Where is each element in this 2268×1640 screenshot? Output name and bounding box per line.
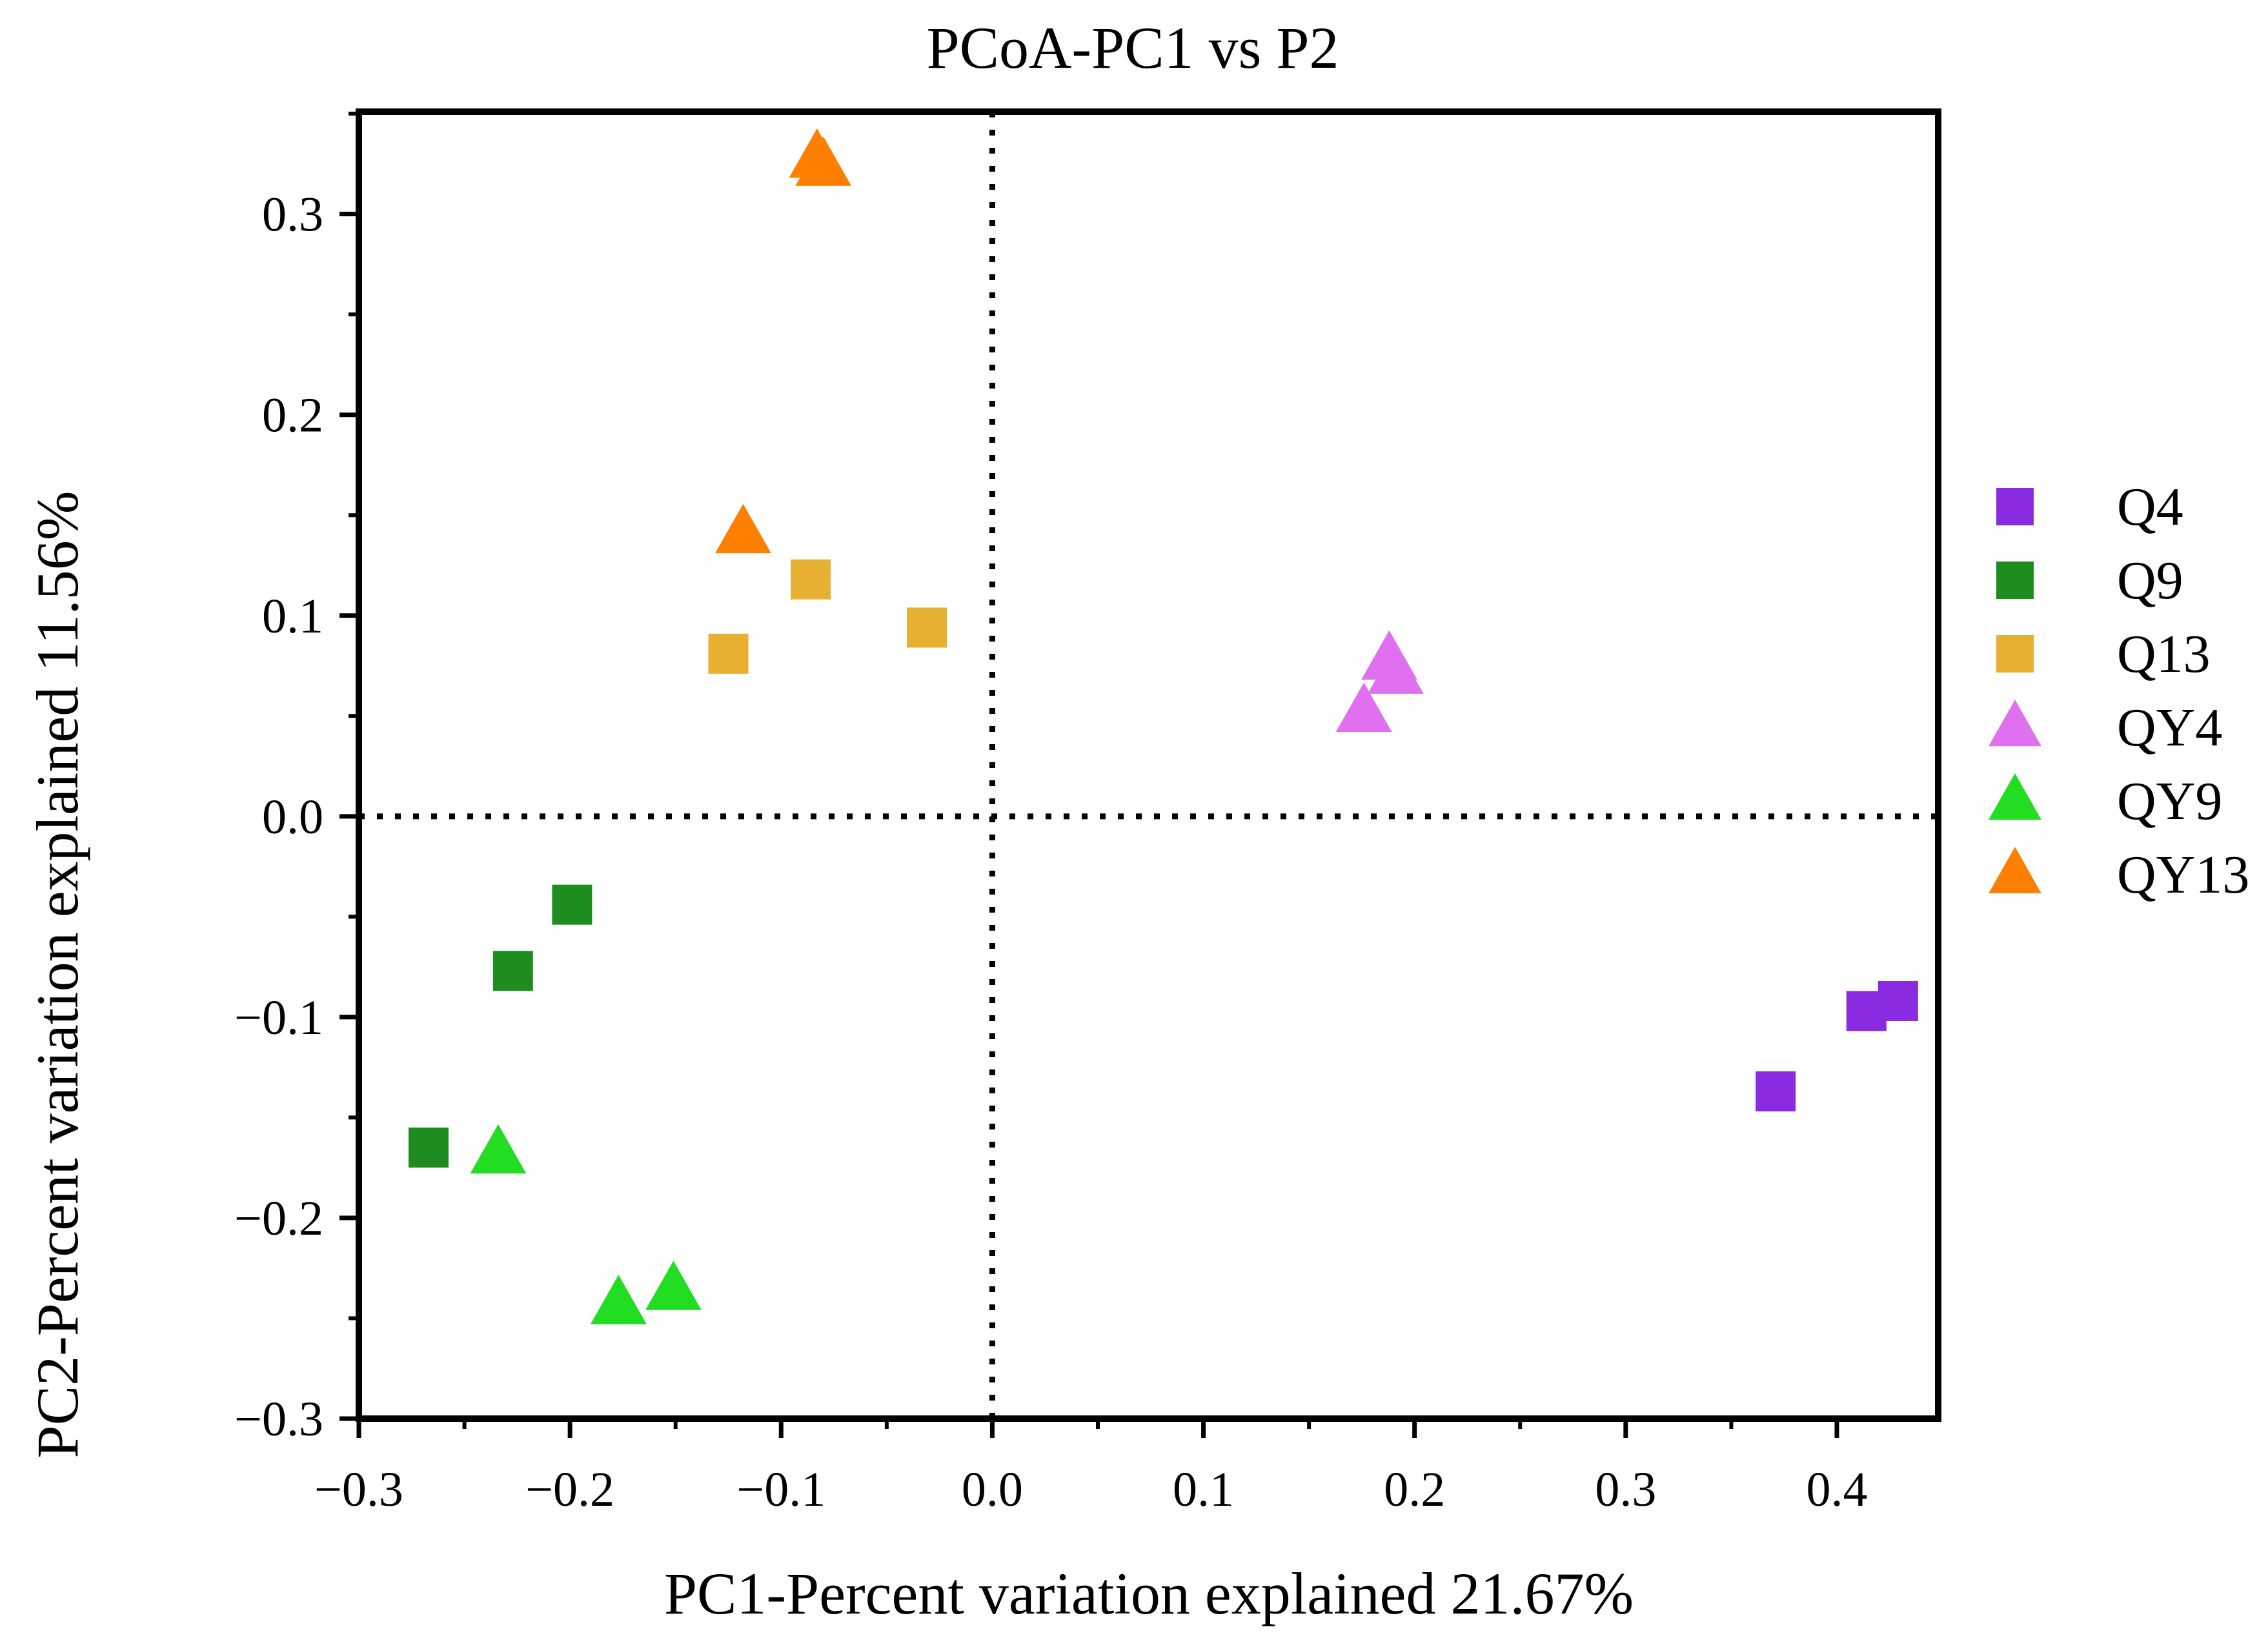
data-point-q4 (1756, 1071, 1796, 1111)
y-tick-label: 0.0 (262, 790, 323, 844)
x-tick-label: −0.2 (525, 1463, 614, 1517)
legend-label: QY9 (2117, 771, 2222, 831)
data-point-qy4 (1335, 682, 1392, 732)
data-point-q13 (791, 559, 831, 600)
legend-marker-qy4 (1989, 700, 2041, 747)
legend-label: Q9 (2117, 551, 2183, 611)
legend-marker-qy9 (1989, 773, 2041, 820)
x-tick-label: −0.3 (314, 1463, 403, 1517)
legend-label: QY13 (2117, 845, 2249, 905)
plot-frame (356, 108, 1941, 1422)
x-tick-label: 0.4 (1806, 1463, 1867, 1517)
data-point-qy9 (590, 1275, 647, 1324)
legend-marker-q4 (1996, 488, 2034, 525)
legend-marker-q9 (1996, 562, 2034, 599)
data-point-q13 (907, 607, 947, 648)
x-axis-label: PC1-Percent variation explained 21.67% (664, 1561, 1634, 1626)
y-axis-label: PC2-Percent variation explained 11.56% (25, 491, 90, 1459)
y-tick-label: 0.2 (262, 389, 323, 443)
data-point-qy4 (1367, 644, 1424, 694)
chart-title: PCoA-PC1 vs P2 (926, 15, 1339, 81)
legend-marker-q13 (1996, 635, 2034, 673)
data-point-qy9 (645, 1260, 702, 1310)
y-tick-label: −0.3 (234, 1392, 323, 1446)
data-point-qy13 (714, 503, 771, 554)
x-tick-label: 0.0 (962, 1463, 1023, 1517)
y-tick-label: 0.3 (262, 188, 323, 242)
x-tick-label: 0.1 (1173, 1463, 1234, 1517)
data-point-q4 (1878, 980, 1918, 1021)
x-tick-label: −0.1 (736, 1463, 825, 1517)
data-point-q9 (408, 1128, 449, 1168)
data-point-q9 (552, 884, 592, 925)
y-tick-label: 0.1 (262, 589, 323, 643)
y-tick-label: −0.2 (234, 1191, 323, 1246)
legend-label: Q4 (2117, 477, 2183, 537)
y-tick-label: −0.1 (234, 991, 323, 1045)
data-point-qy9 (470, 1124, 527, 1174)
legend-label: QY4 (2117, 698, 2222, 758)
legend-marker-qy13 (1989, 847, 2041, 894)
x-tick-label: 0.3 (1595, 1463, 1656, 1517)
data-point-q13 (708, 633, 749, 674)
data-point-q9 (492, 951, 533, 991)
data-point-qy13 (795, 136, 852, 186)
x-tick-label: 0.2 (1384, 1463, 1445, 1517)
legend-label: Q13 (2117, 624, 2211, 684)
